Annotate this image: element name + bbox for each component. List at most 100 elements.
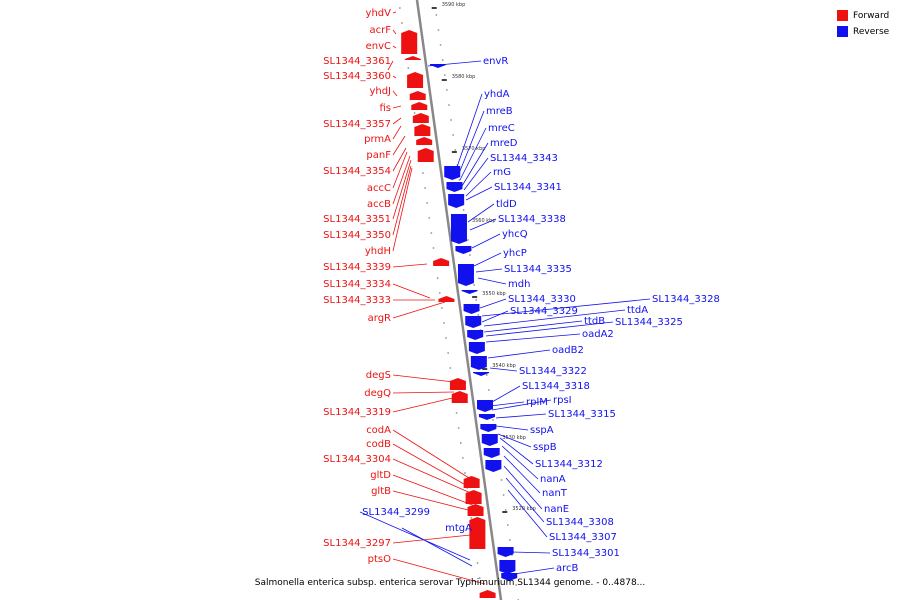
forward-gene-label: panF	[366, 150, 391, 161]
reverse-gene-label: mreD	[490, 138, 518, 149]
genome-backbone	[415, 0, 503, 600]
forward-leader-line	[392, 301, 446, 319]
forward-leader-line	[392, 151, 408, 189]
forward-gene-block	[433, 258, 450, 266]
kbp-tick-label: 3550 kbp	[482, 291, 506, 297]
reverse-leader-line	[503, 455, 541, 494]
reverse-leader-line	[473, 252, 502, 267]
reverse-leader-line	[401, 527, 473, 567]
legend-item-forward: Forward	[837, 9, 889, 22]
forward-gene-label: argR	[368, 313, 391, 324]
reverse-gene-block	[444, 166, 461, 180]
reverse-gene-label: sspA	[530, 425, 554, 436]
reverse-leader-line	[503, 465, 543, 510]
legend-item-reverse: Reverse	[837, 25, 889, 38]
legend: Forward Reverse	[837, 9, 889, 41]
forward-gene-block	[451, 391, 468, 403]
reverse-leader-line	[459, 127, 487, 181]
forward-gene-label: degS	[366, 370, 391, 381]
reverse-gene-block	[461, 290, 478, 294]
forward-leader-line	[392, 45, 397, 49]
reverse-gene-block	[448, 194, 465, 208]
reverse-gene-label: rnG	[493, 167, 511, 178]
forward-leader-line	[392, 75, 397, 79]
reverse-leader-line	[427, 60, 482, 67]
reverse-gene-label: SL1344_3343	[490, 153, 558, 164]
forward-gene-label: codA	[366, 425, 391, 436]
reverse-gene-label: SL1344_3330	[508, 294, 576, 305]
reverse-leader-line	[479, 298, 507, 309]
reverse-gene-label: SL1344_3301	[552, 548, 620, 559]
reverse-gene-label: SL1344_3322	[519, 366, 587, 377]
forward-leader-line	[392, 147, 407, 172]
reverse-gene-label: SL1344_3325	[615, 317, 683, 328]
reverse-gene-block	[463, 304, 480, 314]
forward-leader-line	[392, 374, 455, 383]
reverse-leader-line	[497, 433, 532, 448]
reverse-gene-label: yhdA	[484, 89, 510, 100]
kbp-tick-label: 3580 kbp	[452, 74, 476, 80]
reverse-leader-line	[489, 367, 518, 372]
forward-gene-label: fis	[379, 103, 391, 114]
reverse-leader-line	[467, 203, 495, 223]
reverse-gene-block	[483, 448, 500, 458]
reverse-leader-line	[359, 511, 471, 561]
forward-leader-line	[392, 155, 411, 205]
kbp-tick-label: 3590 kbp	[442, 2, 466, 8]
forward-leader-line	[392, 135, 406, 156]
reverse-gene-block	[465, 316, 482, 328]
reverse-leader-line	[463, 157, 489, 191]
forward-gene-label: SL1344_3319	[323, 407, 391, 418]
forward-leader-line	[392, 11, 397, 14]
reverse-gene-label: mreB	[486, 106, 513, 117]
reverse-leader-line	[455, 93, 483, 171]
reverse-leader-line	[495, 413, 547, 419]
forward-leader-line	[392, 90, 398, 97]
forward-gene-label: gltB	[371, 486, 391, 497]
reverse-leader-line	[481, 310, 509, 323]
forward-leader-line	[392, 474, 476, 507]
forward-leader-line	[392, 429, 470, 479]
reverse-leader-line	[505, 477, 545, 523]
forward-gene-label: accB	[367, 199, 391, 210]
forward-leader-line	[392, 558, 486, 585]
forward-leader-line	[392, 125, 402, 140]
forward-leader-line	[392, 105, 402, 109]
reverse-leader-line	[481, 298, 651, 317]
reverse-leader-line	[483, 320, 583, 333]
forward-leader-line	[392, 283, 431, 299]
kbp-tick-label: 3530 kbp	[502, 435, 526, 441]
forward-leader-line	[392, 29, 397, 35]
reverse-gene-block	[481, 434, 498, 446]
reverse-gene-block	[501, 573, 518, 581]
forward-leader-line	[387, 60, 394, 71]
reverse-gene-label: yhcQ	[502, 229, 528, 240]
reverse-gene-block	[467, 330, 484, 340]
reverse-gene-label: SL1344_3335	[504, 264, 572, 275]
forward-gene-block	[401, 30, 418, 54]
forward-gene-block	[479, 590, 496, 598]
forward-gene-label: SL1344_3297	[323, 538, 391, 549]
forward-gene-label: ptsO	[368, 554, 391, 565]
reverse-gene-label: SL1344_3329	[510, 306, 578, 317]
forward-gene-block	[414, 124, 431, 136]
reverse-gene-label: SL1344_3318	[522, 381, 590, 392]
forward-gene-label: SL1344_3357	[323, 119, 391, 130]
reverse-gene-label: rpsI	[553, 395, 572, 406]
forward-gene-block	[416, 137, 433, 145]
reverse-leader-line	[457, 110, 485, 177]
reverse-gene-label: arcB	[556, 563, 579, 574]
forward-gene-block	[469, 517, 486, 549]
forward-leader-line	[392, 167, 413, 252]
forward-gene-label: SL1344_3351	[323, 214, 391, 225]
reverse-gene-label: SL1344_3328	[652, 294, 720, 305]
forward-gene-label: SL1344_3354	[323, 166, 391, 177]
forward-gene-block	[411, 102, 428, 110]
reverse-leader-line	[485, 321, 614, 337]
forward-gene-block	[438, 296, 455, 302]
reverse-gene-label: ttdB	[584, 316, 605, 327]
reverse-gene-block	[477, 400, 493, 412]
kbp-tick-label: 3560 kbp	[472, 218, 496, 224]
forward-gene-label: SL1344_3339	[323, 262, 391, 273]
